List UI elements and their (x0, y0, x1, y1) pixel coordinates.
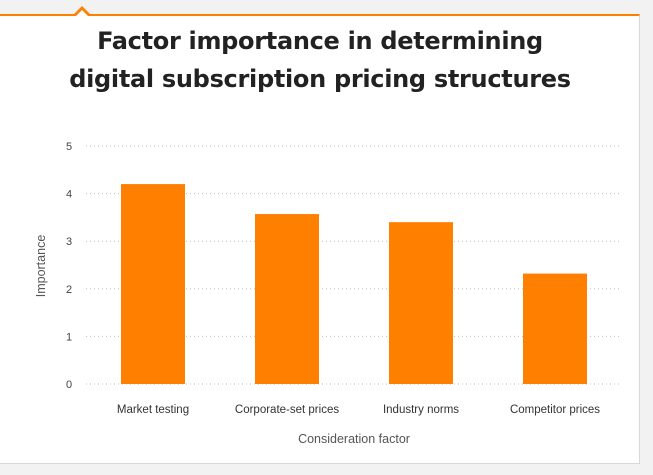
bar (255, 214, 319, 384)
x-axis-categories: Market testing Corporate-set prices Indust… (117, 404, 600, 416)
y-axis-title: Importance (34, 235, 48, 298)
bar (121, 184, 185, 384)
x-category-label: Corporate-set prices (235, 404, 339, 416)
y-tick-label: 3 (66, 236, 72, 248)
chart-title: Factor importance in determining digital… (0, 22, 640, 98)
x-category-label: Competitor prices (510, 404, 600, 416)
chart-title-line-2: digital subscription pricing structures (69, 65, 571, 93)
y-tick-label: 4 (66, 189, 72, 201)
chart-title-line-1: Factor importance in determining (97, 27, 543, 55)
bar (389, 222, 453, 384)
bars (121, 184, 587, 384)
x-category-label: Market testing (117, 404, 189, 416)
y-tick-label: 0 (66, 379, 72, 391)
y-tick-label: 1 (66, 331, 72, 343)
y-tick-label: 5 (66, 141, 72, 153)
x-axis-title: Consideration factor (298, 432, 410, 446)
y-axis-ticks: 0 1 2 3 4 5 (66, 141, 72, 391)
x-category-label: Industry norms (383, 404, 459, 416)
bar (523, 273, 587, 384)
chart-card (0, 14, 640, 464)
gridlines (86, 145, 622, 385)
y-tick-label: 2 (66, 284, 72, 296)
